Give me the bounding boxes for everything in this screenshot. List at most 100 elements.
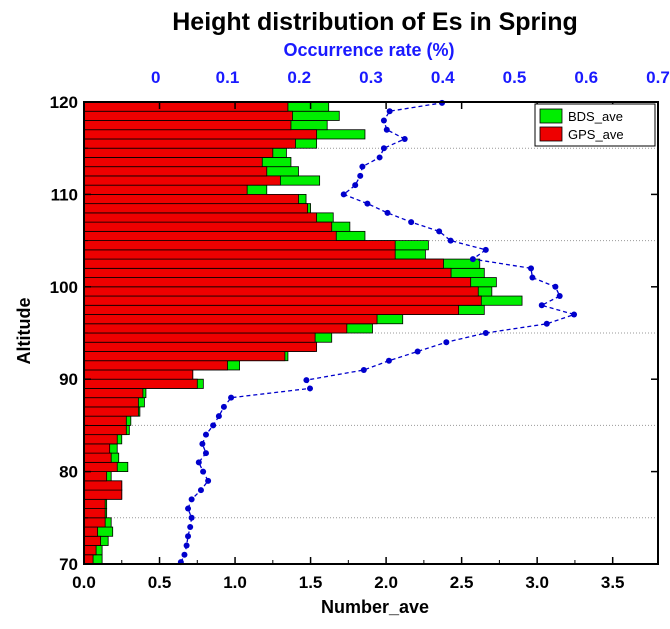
chart-title: Height distribution of Es in Spring bbox=[172, 8, 578, 36]
occurrence-rate-point bbox=[380, 117, 387, 124]
gps-bar bbox=[83, 258, 444, 269]
plot-area: 0.0 0.5 1.0 1.5 2.0 2.5 3.0 3.5 0 0.1 0.2 0.3 0.4 0.5… bbox=[50, 68, 670, 592]
legend-label: GPS_ave bbox=[568, 127, 624, 142]
gps-bar bbox=[83, 120, 292, 131]
y-tick-label: 70 bbox=[59, 555, 78, 574]
gps-bar bbox=[83, 212, 318, 223]
gps-bar bbox=[83, 480, 123, 491]
occurrence-rate-point bbox=[205, 477, 212, 484]
occurrence-rate-point bbox=[200, 468, 207, 475]
occurrence-rate-point bbox=[307, 385, 314, 392]
gps-bar bbox=[83, 230, 337, 242]
top-tick-label: 0.2 bbox=[287, 68, 311, 87]
gps-bar bbox=[83, 166, 268, 177]
gps-bar bbox=[83, 249, 396, 260]
gps-bar bbox=[83, 277, 472, 288]
gps-bar bbox=[83, 351, 286, 362]
gps-bar bbox=[83, 369, 194, 380]
gps-bar bbox=[83, 129, 318, 140]
x-tick-label: 3.0 bbox=[525, 573, 549, 592]
occurrence-rate-point bbox=[552, 283, 559, 290]
top-tick-label: 0.6 bbox=[574, 68, 598, 87]
gps-bar bbox=[83, 554, 94, 565]
gps-bar bbox=[83, 184, 248, 195]
gps-bar bbox=[83, 397, 139, 408]
occurrence-rate-point bbox=[359, 163, 366, 170]
gps-bar bbox=[83, 175, 281, 186]
occurrence-rate-point bbox=[199, 440, 206, 447]
gps-bar bbox=[83, 286, 479, 297]
gps-bar bbox=[83, 157, 263, 168]
gps-bar bbox=[83, 240, 396, 251]
gps-bar bbox=[83, 461, 118, 472]
occurrence-rate-point bbox=[340, 191, 347, 198]
occurrence-rate-point bbox=[384, 209, 391, 216]
occurrence-rate-point bbox=[183, 542, 190, 549]
gps-bar bbox=[83, 332, 316, 343]
gps-bar bbox=[83, 517, 106, 528]
gps-bar bbox=[83, 406, 139, 417]
legend-swatch bbox=[539, 126, 563, 142]
occurrence-rate-point bbox=[352, 182, 359, 189]
occurrence-rate-point bbox=[195, 459, 202, 466]
gps-bar bbox=[83, 434, 118, 445]
occurrence-rate-point bbox=[571, 311, 578, 318]
gps-bar bbox=[83, 147, 274, 158]
y-axis-label: Altitude bbox=[14, 298, 34, 365]
x-axis-label: Number_ave bbox=[321, 597, 429, 617]
gps-bar bbox=[83, 193, 299, 205]
x-tick-label: 0.0 bbox=[72, 573, 96, 592]
y-tick-label: 80 bbox=[59, 463, 78, 482]
gps-bar bbox=[83, 221, 333, 232]
occurrence-rate-point bbox=[436, 228, 443, 235]
gps-bar bbox=[83, 304, 460, 315]
occurrence-rate-point bbox=[385, 357, 392, 364]
top-tick-label: 0.1 bbox=[216, 68, 240, 87]
occurrence-rate-point bbox=[529, 274, 536, 281]
x-tick-label: 2.5 bbox=[450, 573, 474, 592]
occurrence-rate-point bbox=[538, 302, 545, 309]
gps-bar bbox=[83, 267, 452, 278]
occurrence-rate-point bbox=[414, 348, 421, 355]
occurrence-rate-point bbox=[376, 154, 383, 161]
top-tick-label: 0 bbox=[151, 68, 160, 87]
legend-swatch bbox=[539, 108, 563, 124]
gps-bar bbox=[83, 443, 111, 454]
occurrence-rate-point bbox=[303, 377, 310, 384]
top-tick-label: 0.7 bbox=[646, 68, 670, 87]
gps-bar bbox=[83, 508, 106, 519]
y-tick-label: 120 bbox=[50, 93, 78, 112]
y-tick-label: 110 bbox=[51, 185, 78, 204]
gps-bar bbox=[83, 489, 123, 500]
gps-bar bbox=[83, 526, 98, 537]
gps-bar bbox=[83, 378, 198, 389]
occurrence-rate-point bbox=[220, 403, 227, 410]
occurrence-rate-point bbox=[360, 366, 367, 373]
x-tick-label: 0.5 bbox=[148, 573, 172, 592]
occurrence-rate-point bbox=[202, 450, 209, 457]
gps-bar bbox=[83, 203, 308, 214]
occurrence-rate-point bbox=[202, 431, 209, 438]
x-tick-label: 1.5 bbox=[299, 573, 323, 592]
gps-bar bbox=[83, 452, 112, 463]
x-tick-label: 3.5 bbox=[601, 573, 625, 592]
occurrence-rate-point bbox=[181, 551, 188, 558]
gps-bar bbox=[83, 110, 293, 121]
occurrence-rate-point bbox=[210, 422, 217, 429]
gps-bar bbox=[83, 415, 127, 426]
occurrence-rate-point bbox=[187, 524, 194, 531]
occurrence-rate-point bbox=[469, 256, 476, 263]
gps-bar bbox=[83, 323, 348, 334]
gps-bar bbox=[83, 360, 228, 371]
legend-label: BDS_ave bbox=[568, 109, 623, 124]
occurrence-rate-point bbox=[482, 330, 489, 336]
occurrence-rate-point bbox=[357, 172, 364, 179]
x-tick-label: 2.0 bbox=[374, 573, 398, 592]
top-axis-label: Occurrence rate (%) bbox=[283, 40, 454, 60]
gps-bar bbox=[83, 101, 289, 112]
gps-bar bbox=[83, 295, 482, 306]
occurrence-rate-point bbox=[185, 505, 192, 512]
occurrence-rate-point bbox=[364, 200, 371, 207]
legend: BDS_ave GPS_ave bbox=[534, 103, 656, 147]
